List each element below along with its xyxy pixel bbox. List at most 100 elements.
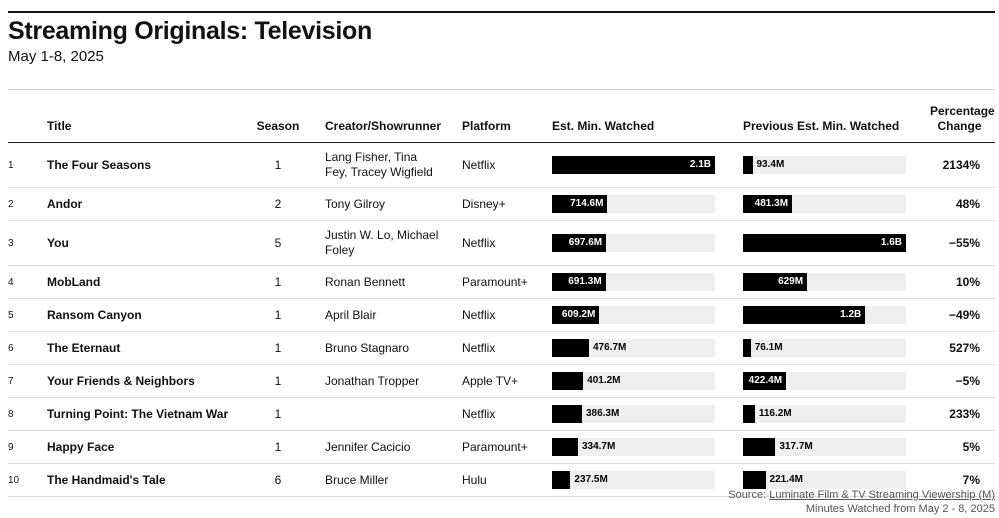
- bar: [743, 156, 753, 174]
- creator: Jennifer Cacicio: [309, 430, 450, 464]
- show-title: The Eternaut: [47, 331, 247, 365]
- rank: 10: [8, 463, 47, 497]
- bar: [743, 339, 751, 357]
- show-title: The Handmaid's Tale: [47, 463, 247, 497]
- bar: [552, 156, 715, 174]
- value-label: 1.2B: [840, 309, 862, 320]
- season: 1: [247, 364, 309, 398]
- value-label: 93.4M: [756, 159, 785, 170]
- bar-cell: 481.3M: [731, 187, 922, 221]
- platform: Hulu: [450, 463, 540, 497]
- value-label: 609.2M: [561, 309, 596, 320]
- bar: [552, 195, 608, 213]
- table-row: 1 The Four Seasons 1 Lang Fisher, Tina Fey,…: [8, 142, 995, 188]
- season: 1: [247, 331, 309, 365]
- table-row: 8 Turning Point: The Vietnam War 1 Netflix 3…: [8, 397, 995, 431]
- value-label: 697.6M: [568, 237, 603, 248]
- bar: [552, 438, 578, 456]
- bar: [743, 234, 906, 252]
- bar: [743, 372, 787, 390]
- bar-track: 714.6M: [552, 195, 715, 213]
- bar-cell: 2.1B: [540, 142, 731, 188]
- value-label: 481.3M: [754, 198, 789, 209]
- footer: Source: Luminate Film & TV Streaming Vie…: [728, 488, 995, 516]
- table-row: 7 Your Friends & Neighbors 1 Jonathan Tropp…: [8, 364, 995, 398]
- bar-track: 629M: [743, 273, 906, 291]
- bar-cell: 691.3M: [540, 265, 731, 299]
- bar-track: 93.4M: [743, 156, 906, 174]
- percentage-change: 233%: [922, 397, 995, 431]
- bar-cell: 76.1M: [731, 331, 922, 365]
- rank: 9: [8, 430, 47, 464]
- platform: Paramount+: [450, 265, 540, 299]
- rank: 7: [8, 364, 47, 398]
- platform: Netflix: [450, 331, 540, 365]
- rank: 2: [8, 187, 47, 221]
- bar-track: 691.3M: [552, 273, 715, 291]
- bar-cell: 237.5M: [540, 463, 731, 497]
- bar-cell: 422.4M: [731, 364, 922, 398]
- show-title: Turning Point: The Vietnam War: [47, 397, 247, 431]
- value-label: 317.7M: [779, 441, 813, 452]
- percentage-change: −55%: [922, 220, 995, 266]
- bar-track: 76.1M: [743, 339, 906, 357]
- bar: [552, 405, 582, 423]
- show-title: The Four Seasons: [47, 142, 247, 188]
- season: 2: [247, 187, 309, 221]
- percentage-change: 7%: [922, 463, 995, 497]
- bar-track: 317.7M: [743, 438, 906, 456]
- bar: [552, 372, 584, 390]
- platform: Disney+: [450, 187, 540, 221]
- rank: 1: [8, 142, 47, 188]
- value-label: 76.1M: [754, 342, 783, 353]
- header-row: Title Season Creator/Showrunner Platform…: [8, 89, 995, 143]
- bar: [552, 306, 600, 324]
- creator: Bruce Miller: [309, 463, 450, 497]
- show-title: Ransom Canyon: [47, 298, 247, 332]
- bar-cell: 401.2M: [540, 364, 731, 398]
- bar-cell: 221.4M: [731, 463, 922, 497]
- top-rule: [8, 11, 995, 13]
- header-cell: [8, 89, 47, 143]
- bar-track: 609.2M: [552, 306, 715, 324]
- bar: [743, 273, 808, 291]
- table-row: 9 Happy Face 1 Jennifer Cacicio Paramount+ 33…: [8, 430, 995, 464]
- bar: [552, 234, 607, 252]
- value-label: 221.4M: [769, 474, 803, 485]
- header-cell: Title: [47, 89, 247, 143]
- bar-track: 697.6M: [552, 234, 715, 252]
- season: 1: [247, 430, 309, 464]
- value-label: 116.2M: [758, 408, 792, 419]
- table-row: 2 Andor 2 Tony Gilroy Disney+ 714.6M 481.3M 48%: [8, 187, 995, 221]
- bar: [552, 339, 589, 357]
- ranking-table: Title Season Creator/Showrunner Platform…: [8, 89, 995, 497]
- show-title: Happy Face: [47, 430, 247, 464]
- bar: [743, 306, 866, 324]
- header-cell: Creator/Showrunner: [309, 89, 450, 143]
- bar-track: 386.3M: [552, 405, 715, 423]
- platform: Netflix: [450, 220, 540, 266]
- season: 1: [247, 397, 309, 431]
- value-label: 237.5M: [574, 474, 608, 485]
- season: 1: [247, 298, 309, 332]
- creator: [309, 397, 450, 431]
- percentage-change: −49%: [922, 298, 995, 332]
- bar: [552, 273, 606, 291]
- bar-cell: 334.7M: [540, 430, 731, 464]
- bar-cell: 1.6B: [731, 220, 922, 266]
- season: 6: [247, 463, 309, 497]
- bar: [743, 471, 766, 489]
- show-title: MobLand: [47, 265, 247, 299]
- creator: Tony Gilroy: [309, 187, 450, 221]
- value-label: 334.7M: [581, 441, 616, 452]
- source-link[interactable]: Luminate Film & TV Streaming Viewership …: [769, 489, 995, 501]
- creator: Justin W. Lo, Michael Foley: [309, 220, 450, 266]
- header-cell: Season: [247, 89, 309, 143]
- percentage-change: 10%: [922, 265, 995, 299]
- bar-cell: 609.2M: [540, 298, 731, 332]
- bar-track: 481.3M: [743, 195, 906, 213]
- creator: Lang Fisher, Tina Fey, Tracey Wigfield: [309, 142, 450, 188]
- bar-track: 1.2B: [743, 306, 906, 324]
- percentage-change: 48%: [922, 187, 995, 221]
